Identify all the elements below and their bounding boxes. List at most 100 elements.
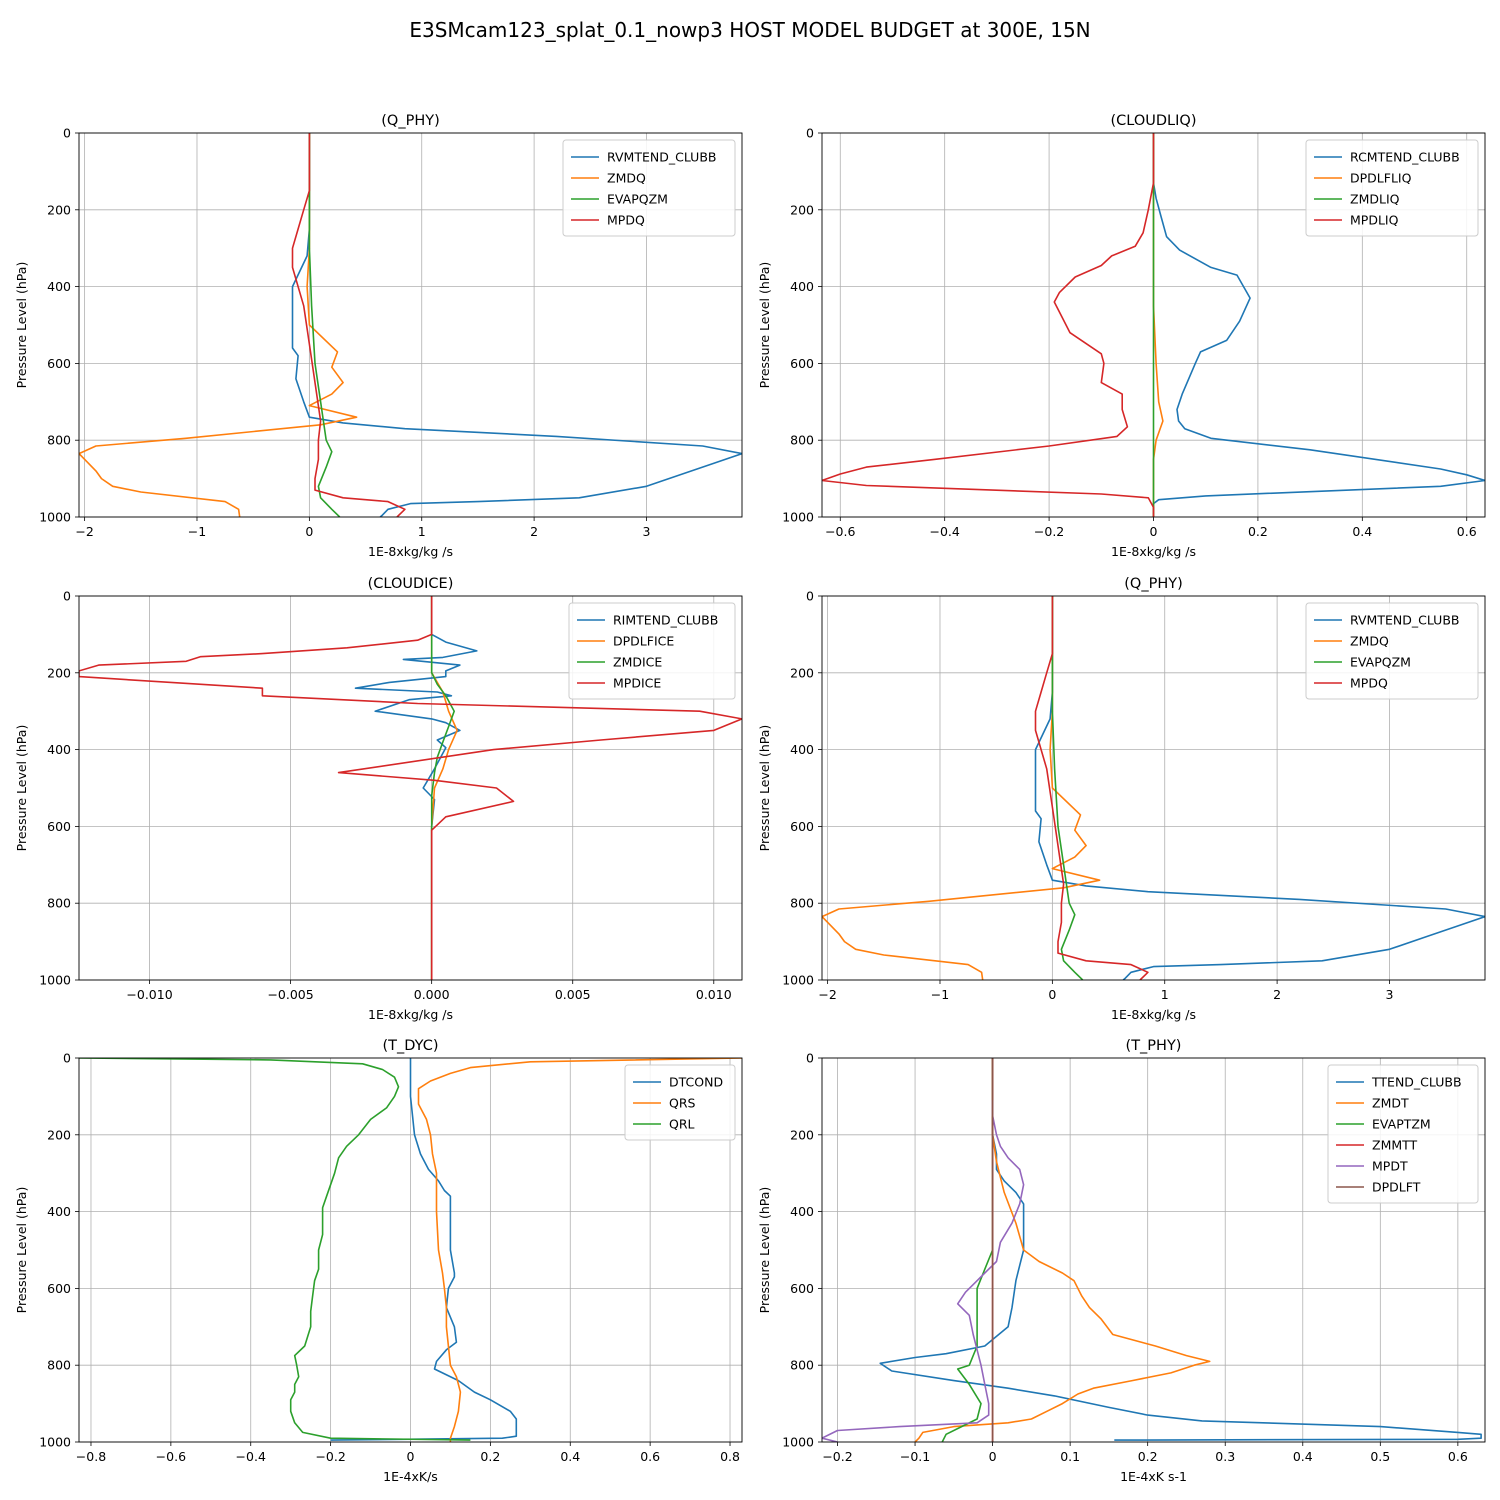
x-tick-label: −0.4 [236,1449,266,1464]
legend-label: EVAPTZM [1372,1117,1431,1132]
x-tick-label: 0.6 [640,1449,660,1464]
panel-title: (T_PHY) [1126,1038,1182,1054]
legend-label: TTEND_CLUBB [1371,1075,1462,1090]
series-line-qrl [79,1058,471,1441]
x-tick-label: 0.4 [1352,524,1372,539]
panel-6: −0.2 −0.1 0 0.1 0.2 0.3 0.4 0.5 0.6 0 200 400 600 800… [757,1038,1486,1484]
panel-title: (CLOUDLIQ) [1111,113,1197,129]
y-tick-label: 1000 [39,1435,71,1450]
y-tick-label: 200 [47,665,71,680]
series-line-zmdt [914,1058,1211,1442]
legend-label: MPDQ [1350,676,1388,691]
series-line-ttend_clubb [879,1058,1482,1441]
y-tick-label: 600 [790,819,814,834]
x-axis-label: 1E-8xkg/kg /s [368,544,453,559]
y-tick-label: 800 [790,1358,814,1373]
x-tick-label: −0.4 [930,524,960,539]
x-tick-label: −0.2 [1034,524,1064,539]
legend-label: RVMTEND_CLUBB [607,150,716,165]
y-tick-label: 1000 [782,510,814,525]
legend-box [1305,602,1479,700]
y-tick-label: 400 [47,1204,71,1219]
legend: RCMTEND_CLUBB DPDLFLIQ ZMDLIQ MPDLIQ [1305,139,1479,237]
legend-label: DPDLFICE [613,634,674,649]
y-tick-label: 0 [806,589,814,604]
x-axis-label: 1E-4xK s-1 [1120,1469,1187,1484]
panel-title: (Q_PHY) [1124,576,1182,592]
x-tick-label: 2 [530,524,538,539]
x-axis-label: 1E-8xkg/kg /s [1111,544,1196,559]
series-line-zmdice [430,596,456,980]
y-tick-label: 600 [790,1281,814,1296]
x-tick-label: 0.4 [560,1449,580,1464]
x-tick-label: −0.6 [825,524,855,539]
x-tick-label: 0.2 [1248,524,1268,539]
series-line-evapqzm [1051,596,1084,980]
series-line-mpdt [822,1100,1025,1442]
x-tick-label: 0.010 [696,987,732,1002]
y-tick-label: 0 [63,1051,71,1066]
series-line-rvmtend_clubb [1034,596,1485,980]
axes-frame [78,595,743,981]
legend-box [624,1064,736,1141]
panel-1: −2 −1 0 1 2 3 0 200 400 600 800 1000 (Q_PHY) 1E-8xkg/… [14,113,743,559]
legend-box [562,139,736,237]
y-tick-label: 800 [790,896,814,911]
legend-label: ZMDICE [613,655,662,670]
x-tick-label: −0.1 [900,1449,930,1464]
legend-label: MPDT [1372,1159,1408,1174]
y-tick-label: 800 [47,1358,71,1373]
y-tick-label: 200 [790,665,814,680]
legend-label: RCMTEND_CLUBB [1350,150,1460,165]
legend: TTEND_CLUBB ZMDT EVAPTZM ZMMTT MPDT DPDLFT [1327,1064,1479,1204]
series-line-qrs [417,1058,742,1442]
x-tick-label: 0.5 [1370,1449,1390,1464]
y-tick-label: 400 [790,742,814,757]
series-line-rimtend_clubb [354,596,478,980]
x-tick-label: 3 [1386,987,1394,1002]
x-tick-label: −2 [75,524,93,539]
y-axis-label: Pressure Level (hPa) [14,1187,29,1314]
series-line-rvmtend_clubb [291,133,742,517]
legend-label: MPDQ [607,213,645,228]
legend-label: QRS [669,1096,696,1111]
y-tick-label: 600 [790,356,814,371]
y-tick-label: 1000 [39,510,71,525]
x-tick-label: 0.8 [720,1449,740,1464]
legend-box [1327,1064,1479,1204]
y-tick-label: 200 [47,1127,71,1142]
y-tick-label: 800 [47,433,71,448]
legend-label: ZMMTT [1372,1138,1418,1153]
x-tick-label: −0.8 [76,1449,106,1464]
x-axis-label: 1E-8xkg/kg /s [368,1007,453,1022]
x-tick-label: 0 [989,1449,997,1464]
x-tick-label: −0.005 [267,987,313,1002]
series-line-evapqzm [308,133,341,517]
x-tick-label: −0.2 [315,1449,345,1464]
y-tick-label: 800 [47,896,71,911]
legend-box [568,602,736,700]
y-tick-label: 400 [790,1204,814,1219]
y-tick-label: 600 [47,819,71,834]
legend-label: ZMDQ [1350,634,1389,649]
legend-box [1305,139,1479,237]
axes-frame [78,1057,743,1443]
series-line-rcmtend_clubb [1152,133,1485,517]
series-line-mpdice [79,596,742,980]
y-tick-label: 200 [790,1127,814,1142]
x-tick-label: 3 [643,524,651,539]
series-line-dpdlfice [430,596,458,980]
y-tick-label: 200 [790,202,814,217]
figure-title: E3SMcam123_splat_0.1_nowp3 HOST MODEL BU… [409,18,1090,42]
legend-label: EVAPQZM [1350,655,1411,670]
x-tick-label: −0.010 [126,987,172,1002]
x-tick-label: 0.4 [1293,1449,1313,1464]
x-tick-label: 1 [1161,987,1169,1002]
y-axis-label: Pressure Level (hPa) [757,725,772,852]
y-axis-label: Pressure Level (hPa) [757,1187,772,1314]
y-tick-label: 600 [47,356,71,371]
legend-label: EVAPQZM [607,192,668,207]
axes-frame [821,132,1486,518]
panel-title: (Q_PHY) [381,113,439,129]
